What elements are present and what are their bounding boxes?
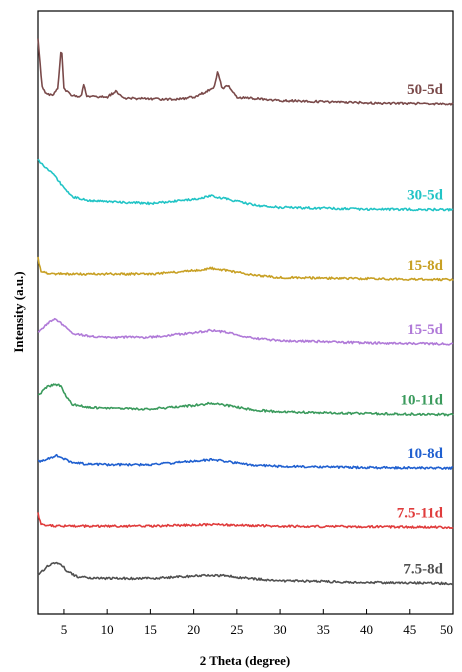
series-line: [37, 561, 454, 586]
series-line: [37, 453, 454, 470]
x-tick-label: 15: [144, 622, 157, 637]
series-labels: 50-5d 30-5d 15-8d 15-5d 10-11d 10-8d 7.5-11d 7.…: [397, 82, 444, 578]
series-label: 50-5d: [407, 82, 443, 98]
series-line: [37, 512, 454, 530]
x-tick-label: 50: [440, 622, 453, 637]
x-tick-label: 45: [403, 622, 416, 637]
x-tick-label: 35: [317, 622, 330, 637]
x-tick-label: 30: [274, 622, 287, 637]
series-line: [37, 317, 454, 346]
x-ticks: 5 10 15 20 25 30 35 40 45 50: [61, 609, 454, 637]
x-axis-title: 2 Theta (degree): [200, 653, 291, 668]
x-tick-label: 25: [230, 622, 243, 637]
series-line: [37, 38, 454, 106]
series-line: [37, 383, 454, 417]
x-tick-label: 5: [61, 622, 68, 637]
series-label: 10-11d: [400, 393, 443, 409]
series-label: 15-8d: [407, 258, 443, 274]
series-line: [37, 158, 454, 212]
y-axis-title: Intensity (a.u.): [11, 271, 26, 352]
x-tick-label: 40: [360, 622, 373, 637]
series-label: 7.5-8d: [403, 562, 443, 578]
series-label: 10-8d: [407, 446, 443, 462]
curves: [37, 38, 454, 586]
series-label: 15-5d: [407, 322, 443, 338]
plot-frame: [37, 10, 454, 615]
series-label: 30-5d: [407, 188, 443, 204]
series-label: 7.5-11d: [397, 505, 444, 521]
x-tick-label: 20: [187, 622, 200, 637]
series-line: [37, 256, 454, 282]
x-tick-label: 10: [101, 622, 114, 637]
